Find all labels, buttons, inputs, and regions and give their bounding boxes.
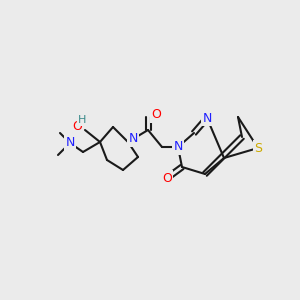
Text: O: O [162, 172, 172, 184]
Text: O: O [72, 121, 82, 134]
Text: H: H [78, 115, 86, 125]
Text: N: N [202, 112, 212, 124]
Text: S: S [254, 142, 262, 154]
Text: O: O [151, 109, 161, 122]
Text: N: N [173, 140, 183, 154]
Text: N: N [65, 136, 75, 149]
Text: N: N [128, 133, 138, 146]
